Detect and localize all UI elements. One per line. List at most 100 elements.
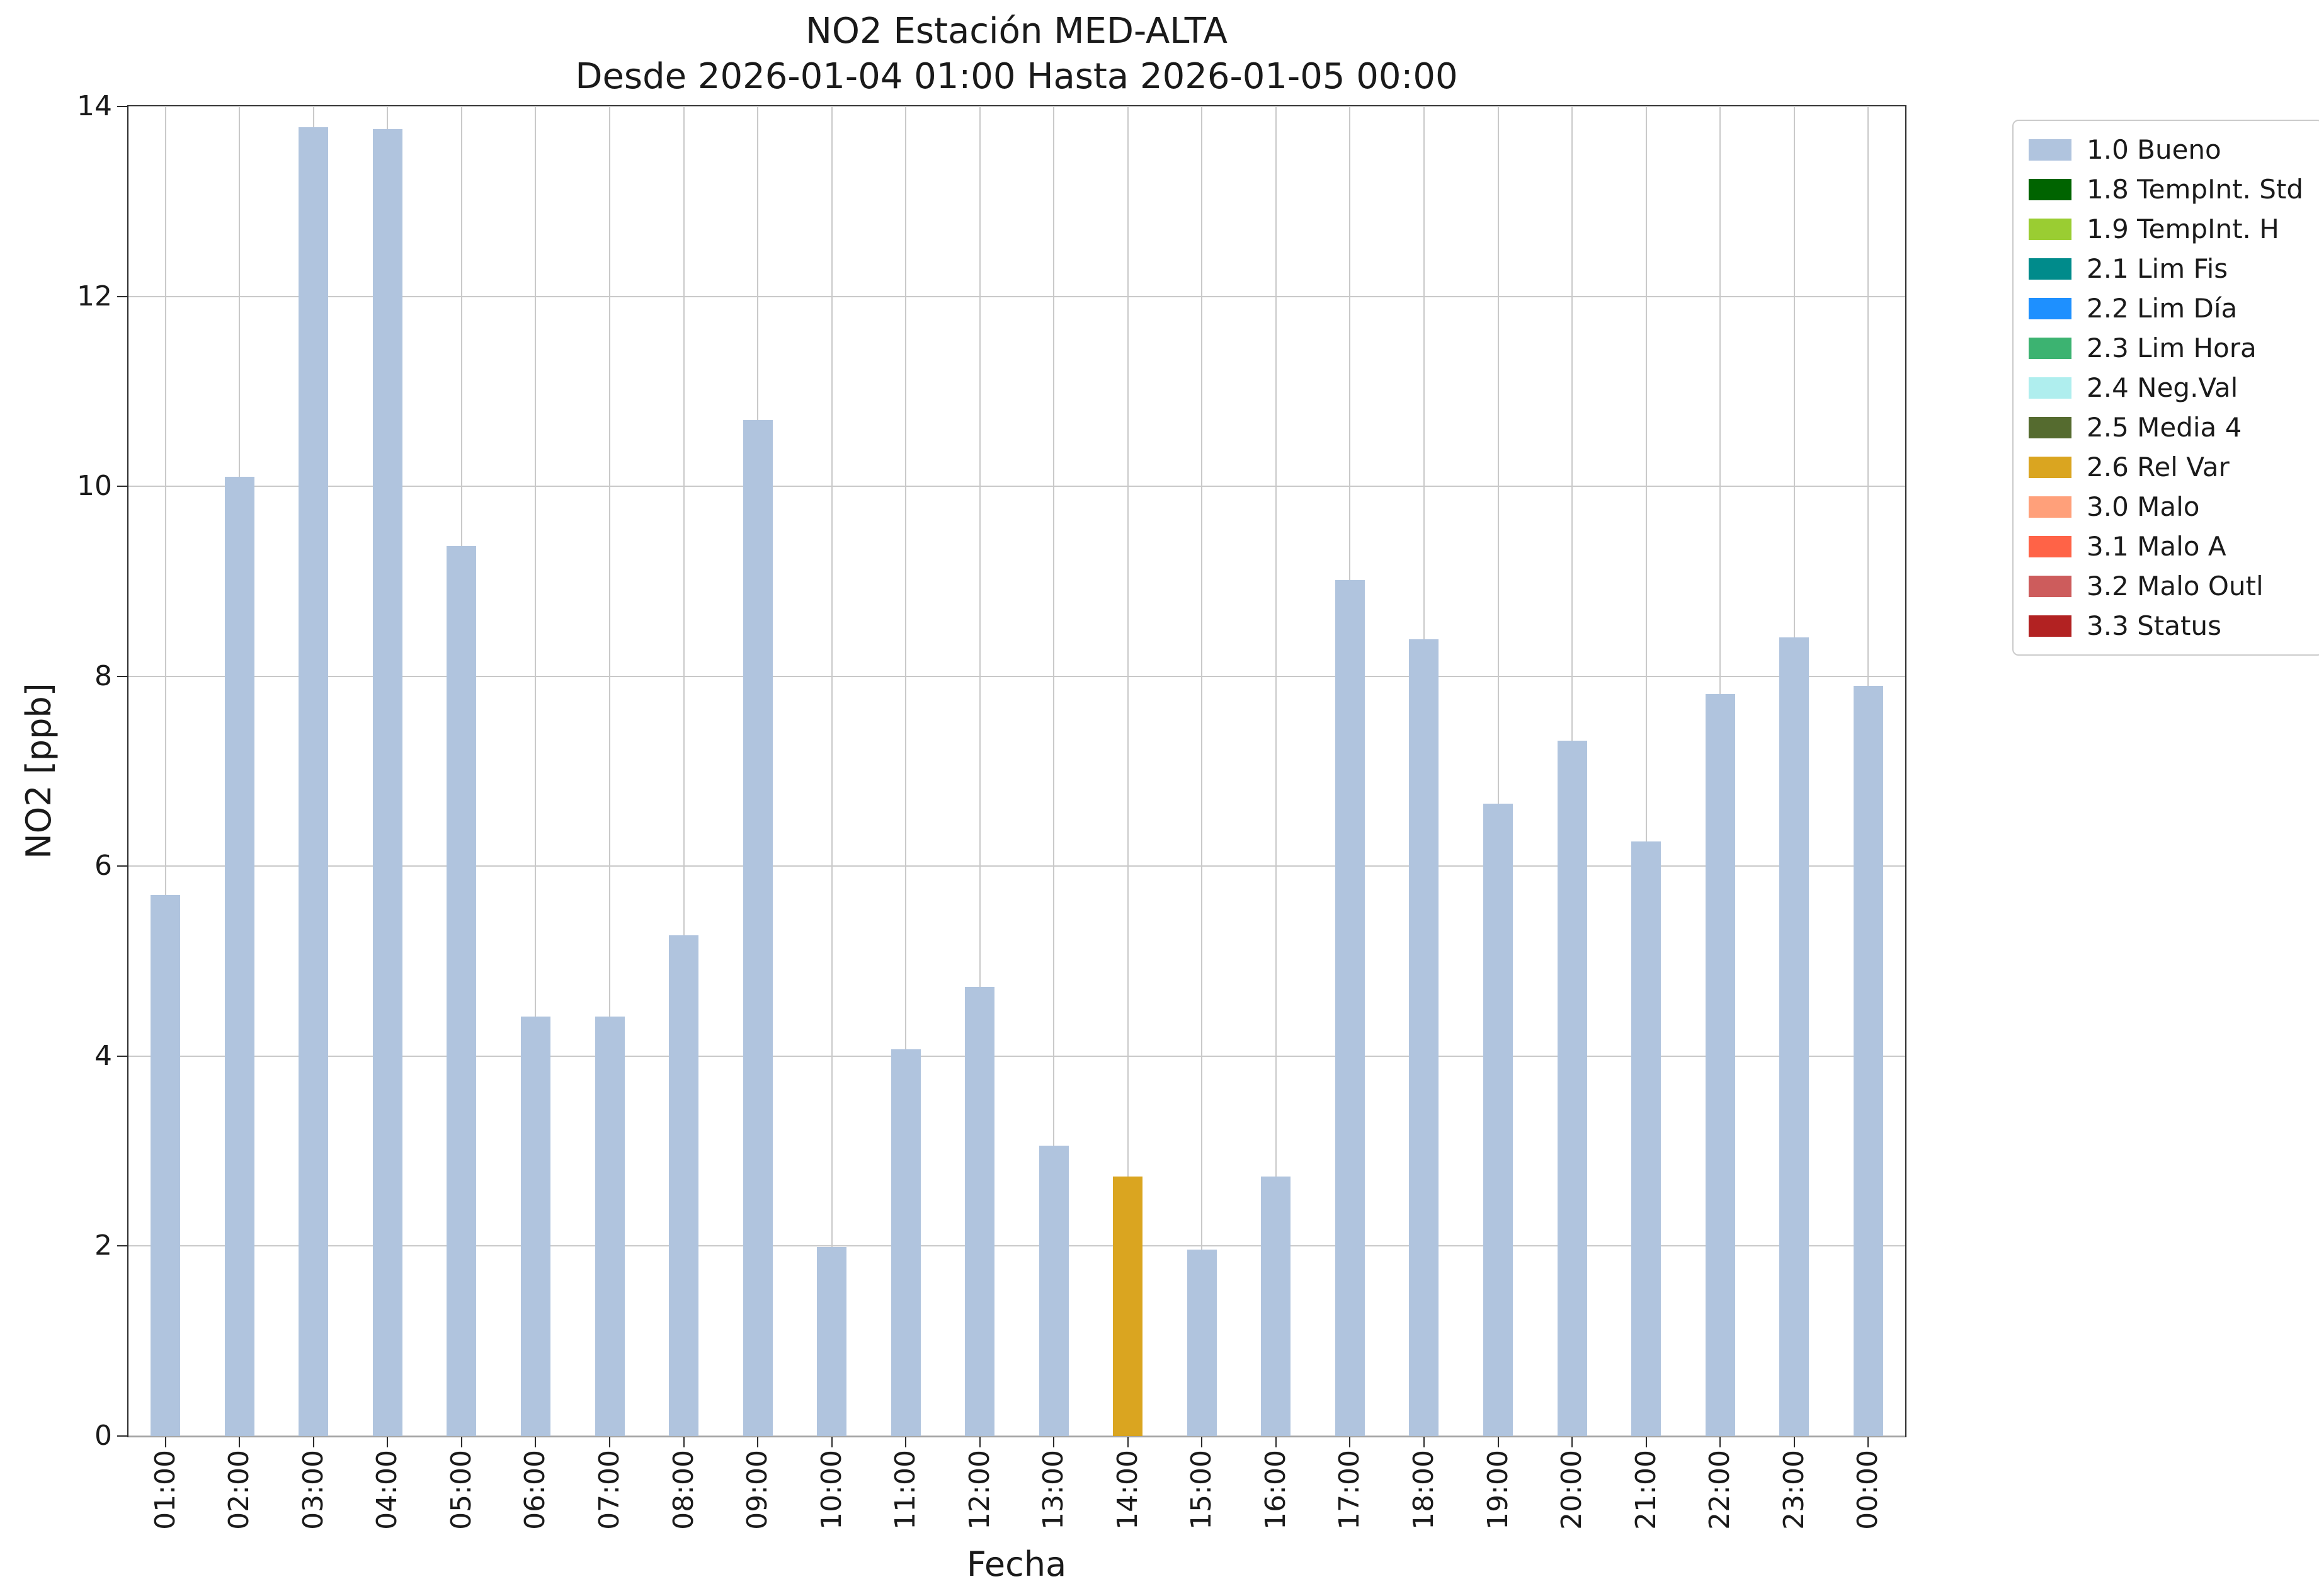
legend-label: 2.2 Lim Día — [2087, 293, 2238, 324]
legend-label: 2.5 Media 4 — [2087, 412, 2242, 443]
legend-swatch — [2029, 456, 2071, 478]
x-tick-mark — [1867, 1437, 1869, 1447]
legend-item: 2.4 Neg.Val — [2029, 368, 2303, 408]
x-tick-mark — [1127, 1437, 1129, 1447]
x-tick-label: 23:00 — [1777, 1450, 1810, 1530]
x-tick-label: 08:00 — [667, 1450, 700, 1530]
x-tick-mark — [1497, 1437, 1499, 1447]
bar-23:00 — [1779, 637, 1809, 1436]
legend-item: 2.6 Rel Var — [2029, 447, 2303, 487]
legend-swatch — [2029, 218, 2071, 240]
legend-label: 1.9 TempInt. H — [2087, 214, 2279, 244]
y-gridline — [128, 865, 1905, 867]
legend-item: 3.3 Status — [2029, 606, 2303, 646]
bar-02:00 — [224, 477, 254, 1436]
y-gridline — [128, 486, 1905, 487]
y-tick-label: 4 — [94, 1039, 112, 1072]
legend-swatch — [2029, 337, 2071, 359]
bar-21:00 — [1631, 841, 1661, 1436]
x-tick-label: 15:00 — [1185, 1450, 1218, 1530]
x-tick-mark — [1423, 1437, 1425, 1447]
x-gridline — [1053, 106, 1055, 1436]
y-tick-mark — [117, 295, 127, 297]
x-tick-mark — [1349, 1437, 1351, 1447]
legend-item: 3.2 Malo Outl — [2029, 566, 2303, 606]
legend-label: 2.4 Neg.Val — [2087, 372, 2238, 403]
x-tick-label: 05:00 — [445, 1450, 477, 1530]
bar-15:00 — [1187, 1250, 1217, 1436]
bar-16:00 — [1261, 1177, 1291, 1436]
x-tick-label: 10:00 — [815, 1450, 848, 1530]
bar-19:00 — [1483, 803, 1513, 1436]
x-gridline — [1127, 106, 1129, 1436]
y-tick-label: 2 — [94, 1229, 112, 1262]
bar-11:00 — [891, 1049, 921, 1436]
x-tick-label: 14:00 — [1111, 1450, 1144, 1530]
x-gridline — [1201, 106, 1203, 1436]
y-tick-label: 6 — [94, 850, 112, 882]
x-tick-mark — [1571, 1437, 1573, 1447]
y-gridline — [128, 106, 1905, 107]
x-tick-label: 21:00 — [1629, 1450, 1662, 1530]
legend-item: 2.2 Lim Día — [2029, 288, 2303, 328]
y-gridline — [128, 1245, 1905, 1247]
y-gridline — [128, 295, 1905, 297]
x-gridline — [535, 106, 537, 1436]
x-tick-mark — [757, 1437, 759, 1447]
legend-swatch — [2029, 535, 2071, 557]
x-tick-mark — [535, 1437, 537, 1447]
x-gridline — [609, 106, 611, 1436]
x-tick-label: 17:00 — [1333, 1450, 1366, 1530]
legend-label: 2.1 Lim Fis — [2087, 253, 2228, 284]
bar-07:00 — [595, 1016, 625, 1436]
x-tick-mark — [683, 1437, 685, 1447]
x-tick-mark — [1275, 1437, 1277, 1447]
x-gridline — [1275, 106, 1277, 1436]
x-tick-mark — [239, 1437, 241, 1447]
y-axis-label: NO2 [ppb] — [19, 683, 59, 859]
x-gridline — [683, 106, 685, 1436]
bar-20:00 — [1557, 741, 1587, 1436]
bar-08:00 — [669, 935, 699, 1436]
legend-swatch — [2029, 297, 2071, 319]
x-tick-mark — [609, 1437, 611, 1447]
x-tick-mark — [905, 1437, 907, 1447]
bar-06:00 — [520, 1016, 550, 1436]
chart-title-line2: Desde 2026-01-04 01:00 Hasta 2026-01-05 … — [575, 56, 1458, 97]
legend-swatch — [2029, 139, 2071, 161]
bar-01:00 — [151, 894, 181, 1436]
legend-swatch — [2029, 377, 2071, 399]
legend-label: 1.8 TempInt. Std — [2087, 174, 2304, 205]
chart-title-line1: NO2 Estación MED-ALTA — [806, 11, 1228, 52]
bar-13:00 — [1039, 1145, 1069, 1436]
y-tick-label: 14 — [77, 90, 112, 122]
bar-10:00 — [817, 1246, 847, 1436]
y-tick-mark — [117, 1055, 127, 1057]
legend-item: 3.0 Malo — [2029, 487, 2303, 527]
x-gridline — [164, 106, 166, 1436]
bar-03:00 — [299, 127, 329, 1436]
x-tick-mark — [164, 1437, 166, 1447]
x-tick-mark — [979, 1437, 981, 1447]
x-gridline — [1645, 106, 1647, 1436]
bar-09:00 — [743, 419, 773, 1436]
x-tick-mark — [1645, 1437, 1647, 1447]
bar-12:00 — [965, 986, 995, 1436]
x-tick-label: 22:00 — [1704, 1450, 1736, 1530]
x-tick-mark — [1719, 1437, 1721, 1447]
bar-00:00 — [1853, 685, 1883, 1436]
x-tick-mark — [312, 1437, 314, 1447]
y-tick-mark — [117, 106, 127, 107]
legend-swatch — [2029, 615, 2071, 637]
x-tick-label: 01:00 — [149, 1450, 181, 1530]
x-tick-label: 03:00 — [297, 1450, 329, 1530]
bar-04:00 — [372, 129, 402, 1436]
legend-item: 1.0 Bueno — [2029, 130, 2303, 169]
x-gridline — [905, 106, 907, 1436]
x-tick-label: 02:00 — [223, 1450, 256, 1530]
legend-item: 1.8 TempInt. Std — [2029, 169, 2303, 209]
x-tick-label: 18:00 — [1407, 1450, 1440, 1530]
legend-label: 3.0 Malo — [2087, 491, 2200, 522]
y-tick-mark — [117, 865, 127, 867]
